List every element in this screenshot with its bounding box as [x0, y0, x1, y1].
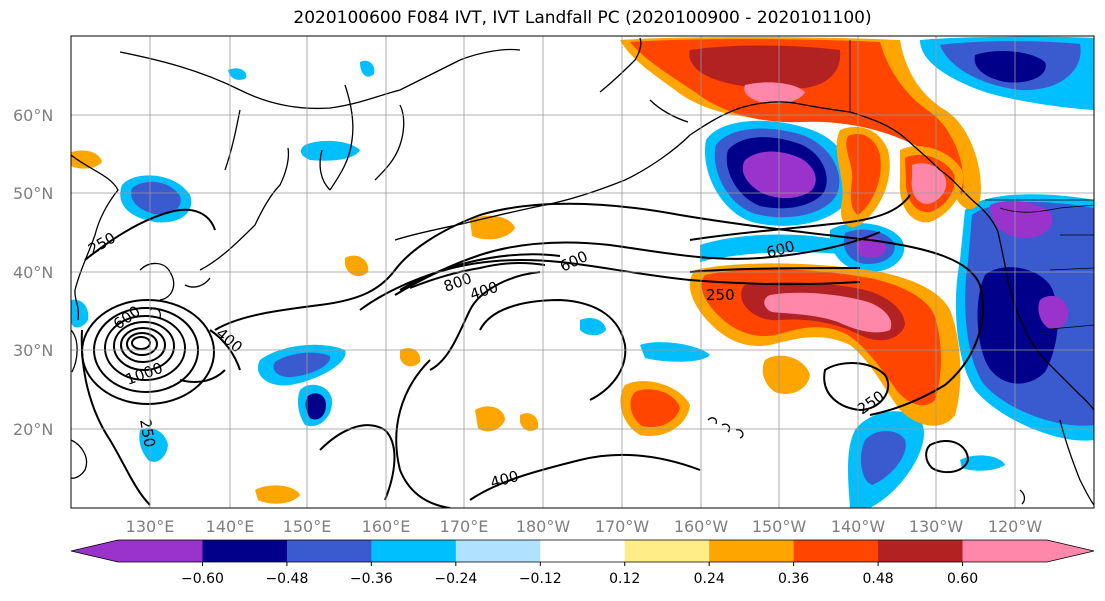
- lon-label: 150°E: [283, 517, 332, 536]
- filled-region: [630, 389, 680, 428]
- colorbar-swatch: [793, 540, 879, 562]
- lon-label: 170°E: [440, 517, 489, 536]
- lat-label: 40°N: [13, 263, 53, 282]
- colorbar: −0.60 −0.48 −0.36 −0.24 −0.12 0.12 0.24 0.36 0.4…: [70, 539, 1095, 587]
- contour-label: 250: [706, 286, 735, 304]
- lon-label: 160°W: [674, 517, 729, 536]
- colorbar-tick-label: 0.24: [694, 571, 725, 587]
- filled-region: [990, 200, 1053, 238]
- negative-anomaly-regions: [71, 36, 1094, 508]
- colorbar-swatch: [371, 540, 457, 562]
- filled-region: [400, 348, 421, 367]
- lon-label: 170°W: [595, 517, 650, 536]
- colorbar-swatch: [202, 540, 288, 562]
- filled-region: [700, 234, 840, 262]
- lon-label: 180°W: [516, 517, 571, 536]
- filled-region: [139, 428, 168, 462]
- lon-label: 160°E: [362, 517, 411, 536]
- filled-region: [640, 342, 710, 362]
- lon-label: 130°W: [909, 517, 964, 536]
- filled-region: [764, 292, 892, 333]
- colorbar-swatch: [709, 540, 795, 562]
- colorbar-swatch: [286, 540, 372, 562]
- filled-region: [977, 267, 1058, 384]
- contour-label: 250: [136, 418, 159, 449]
- colorbar-swatch: [455, 540, 541, 562]
- filled-region: [131, 181, 181, 215]
- filled-region: [846, 134, 881, 215]
- colorbar-swatch: [962, 540, 1094, 562]
- colorbar-tick-label: 0.60: [947, 571, 978, 587]
- map-title: 2020100600 F084 IVT, IVT Landfall PC (20…: [293, 8, 872, 28]
- colorbar-swatch: [624, 540, 710, 562]
- filled-region: [273, 352, 331, 378]
- political-borders: [849, 40, 1094, 331]
- longitude-labels: 130°E 140°E 150°E 160°E 170°E 180°W 170°…: [126, 517, 1043, 536]
- filled-region: [71, 299, 89, 328]
- colorbar-outline: [70, 539, 1095, 563]
- filled-region: [71, 150, 102, 169]
- lon-label: 120°W: [988, 517, 1043, 536]
- filled-region: [744, 82, 805, 104]
- gridlines: [71, 36, 1094, 508]
- filled-region: [762, 355, 810, 395]
- filled-region: [300, 140, 360, 161]
- filled-region: [228, 68, 247, 80]
- filled-region: [255, 485, 300, 504]
- colorbar-swatch: [878, 540, 964, 562]
- latitude-labels: 60°N 50°N 40°N 30°N 20°N: [13, 106, 53, 439]
- lon-label: 130°E: [126, 517, 175, 536]
- lat-label: 50°N: [13, 184, 53, 203]
- filled-region: [911, 163, 947, 204]
- lon-label: 140°E: [206, 517, 255, 536]
- lat-label: 30°N: [13, 341, 53, 360]
- colorbar-tick-label: −0.60: [181, 571, 224, 587]
- lat-label: 60°N: [13, 106, 53, 125]
- colorbar-tick-label: −0.12: [519, 571, 562, 587]
- ivt-contours: [80, 194, 985, 508]
- colorbar-tick-label: −0.24: [434, 571, 477, 587]
- filled-region: [475, 406, 505, 432]
- filled-region: [974, 50, 1046, 83]
- colorbar-tick-label: 0.48: [863, 571, 894, 587]
- colorbar-tick-label: −0.36: [350, 571, 393, 587]
- filled-region: [520, 413, 539, 431]
- filled-region: [360, 60, 375, 77]
- lat-label: 20°N: [13, 420, 53, 439]
- filled-region: [305, 393, 326, 420]
- filled-region: [470, 215, 515, 240]
- colorbar-tick-label: −0.48: [265, 571, 308, 587]
- filled-region: [860, 431, 906, 485]
- map-frame: [70, 35, 1095, 509]
- filled-region: [580, 318, 606, 336]
- lon-label: 150°W: [752, 517, 807, 536]
- colorbar-tick-label: 0.12: [609, 571, 640, 587]
- filled-region: [689, 45, 841, 90]
- colorbar-swatch: [540, 540, 626, 562]
- colorbar-swatch: [71, 540, 203, 562]
- filled-region: [960, 455, 1005, 471]
- lon-label: 140°W: [831, 517, 886, 536]
- filled-region: [345, 255, 369, 277]
- colorbar-tick-label: 0.36: [778, 571, 809, 587]
- positive-anomaly-regions: [71, 37, 981, 504]
- filled-region: [1038, 295, 1069, 329]
